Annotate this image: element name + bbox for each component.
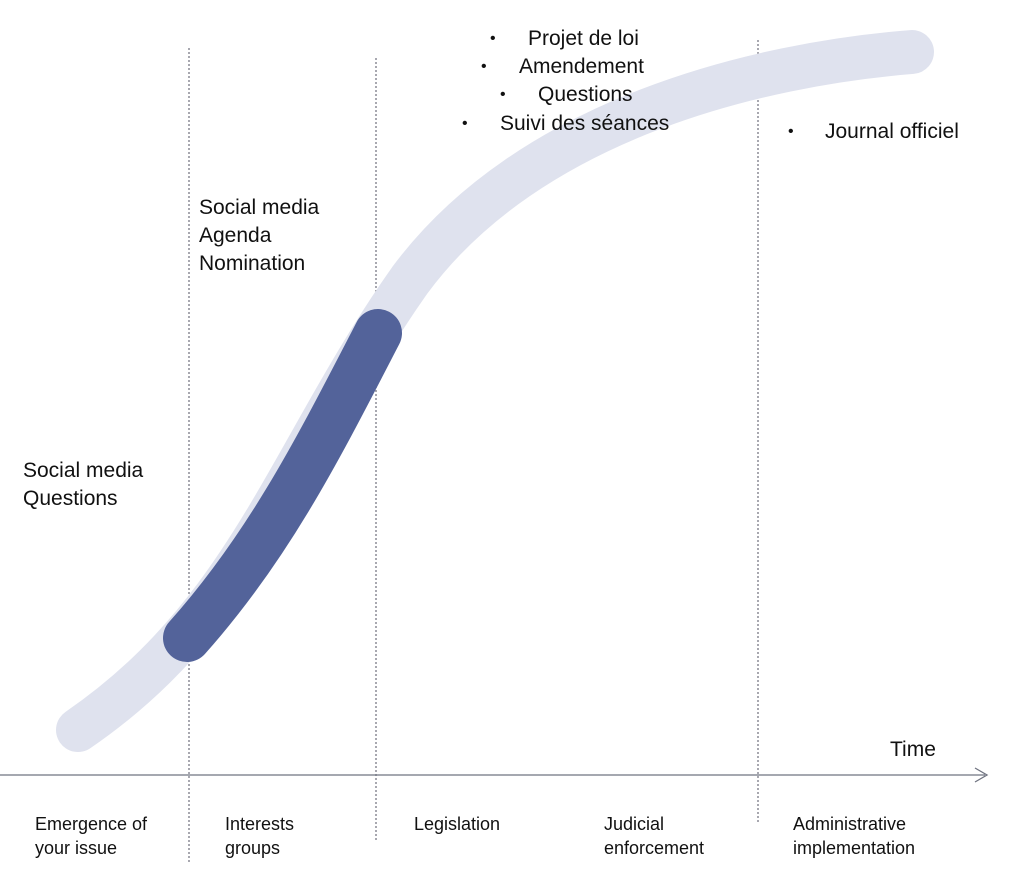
administrative-bullet-list: • Journal officiel xyxy=(788,118,959,147)
bullet-glyph: • xyxy=(788,123,794,140)
bullet-glyph: • xyxy=(500,86,506,103)
legislation-bullet-list: • Projet de loi • Amendement • Questions… xyxy=(0,25,1024,145)
emergence-annotation-line: Social media xyxy=(23,459,144,482)
interests-annotation-line: Agenda xyxy=(199,224,272,247)
bullet-text: Questions xyxy=(538,83,633,106)
time-axis-arrowhead xyxy=(974,767,989,783)
phase-label-interests-groups: Interests groups xyxy=(225,814,295,858)
time-axis-label: Time xyxy=(890,738,936,761)
bullet-text: Journal officiel xyxy=(825,120,959,143)
highlighted-influence-segment xyxy=(163,309,402,662)
phase-label-legislation: Legislation xyxy=(414,814,501,834)
emergence-annotation-line: Questions xyxy=(23,487,118,510)
phase-label-emergence: Emergence of your issue xyxy=(35,814,148,858)
interests-annotation-line: Social media xyxy=(199,196,320,219)
bullet-glyph: • xyxy=(481,58,487,75)
bullet-item: • Journal officiel xyxy=(788,118,959,147)
bullet-glyph: • xyxy=(490,30,496,47)
phase-label-administrative-implementation: Administrative implementation xyxy=(793,814,916,858)
emergence-annotation: Social media Questions xyxy=(23,457,143,513)
interests-annotation-line: Nomination xyxy=(199,252,306,275)
bullet-text: Projet de loi xyxy=(528,27,639,50)
bullet-glyph: • xyxy=(462,115,468,132)
bullet-text: Suivi des séances xyxy=(500,112,670,135)
phase-label-judicial-enforcement: Judicial enforcement xyxy=(604,814,705,858)
interests-annotation: Social media Agenda Nomination xyxy=(199,194,319,278)
bullet-text: Amendement xyxy=(519,55,644,78)
